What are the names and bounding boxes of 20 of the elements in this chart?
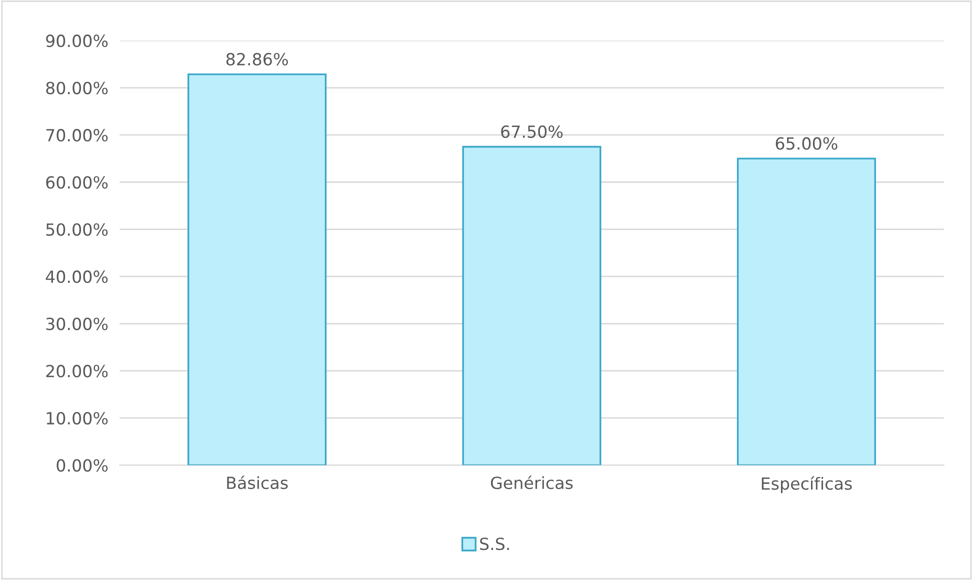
y-tick-label: 30.00%: [46, 318, 108, 330]
y-tick-label: 50.00%: [46, 223, 108, 236]
y-tick-label: 0.00%: [56, 459, 108, 472]
x-tick-label: Genéricas: [490, 476, 573, 490]
y-tick-label: 10.00%: [46, 412, 108, 425]
y-tick-label: 40.00%: [46, 270, 108, 284]
data-label: 82.86%: [226, 52, 288, 66]
y-tick-label: 90.00%: [46, 34, 108, 48]
data-label: 67.50%: [501, 125, 563, 138]
bar: [462, 146, 602, 466]
legend-label: S.S.: [480, 538, 509, 550]
y-tick-label: 70.00%: [46, 128, 108, 142]
y-tick-label: 80.00%: [46, 82, 108, 94]
bar: [188, 73, 327, 466]
bar: [736, 158, 876, 466]
x-tick-label: Básicas: [227, 476, 288, 490]
y-tick-label: 20.00%: [46, 364, 108, 378]
y-tick-label: 60.00%: [46, 176, 108, 189]
x-tick-label: Específicas: [762, 476, 852, 494]
data-label: 65.00%: [776, 137, 838, 150]
